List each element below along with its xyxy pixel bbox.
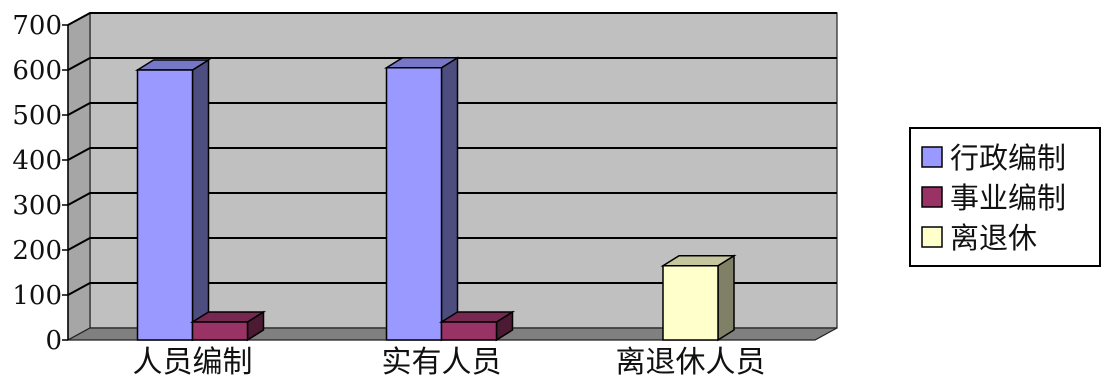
- legend-label: 事业编制: [950, 181, 1066, 215]
- y-tick-label: 700: [12, 11, 62, 41]
- legend-swatch: [921, 226, 943, 248]
- x-tick-label: 离退休人员: [616, 345, 766, 378]
- gridline: [67, 102, 837, 116]
- legend-label: 行政编制: [950, 141, 1066, 175]
- y-tick-label: 400: [12, 146, 62, 176]
- gridline: [67, 147, 837, 161]
- gridline: [67, 192, 837, 206]
- y-tick-label: 500: [12, 101, 62, 131]
- y-tick-label: 200: [12, 236, 62, 266]
- bar-2-1: [383, 56, 461, 342]
- y-axis-ticks: 0 100 200 300 400 500 600 700: [12, 11, 69, 356]
- bar-3-3: [660, 254, 737, 342]
- y-tick-label: 100: [12, 281, 62, 311]
- bar-1-2: [189, 310, 267, 342]
- legend-swatch: [921, 186, 943, 208]
- bars: [134, 56, 737, 342]
- x-axis-labels: 人员编制 实有人员 离退休人员: [133, 345, 766, 378]
- gridlines: [67, 12, 837, 296]
- gridline: [67, 237, 837, 251]
- legend-label: 离退休: [950, 221, 1037, 255]
- gridline: [67, 282, 837, 296]
- gridline: [67, 12, 837, 26]
- y-tick-label: 300: [12, 191, 62, 221]
- bar-1-1: [134, 58, 212, 342]
- plot-side-wall: [67, 11, 91, 342]
- x-tick-label: 实有人员: [382, 345, 502, 378]
- y-tick-label: 0: [45, 326, 62, 356]
- gridline: [67, 57, 837, 71]
- x-tick-label: 人员编制: [133, 345, 253, 378]
- legend-swatch: [921, 146, 943, 168]
- y-tick-label: 600: [12, 56, 62, 86]
- bar-2-2: [438, 310, 516, 342]
